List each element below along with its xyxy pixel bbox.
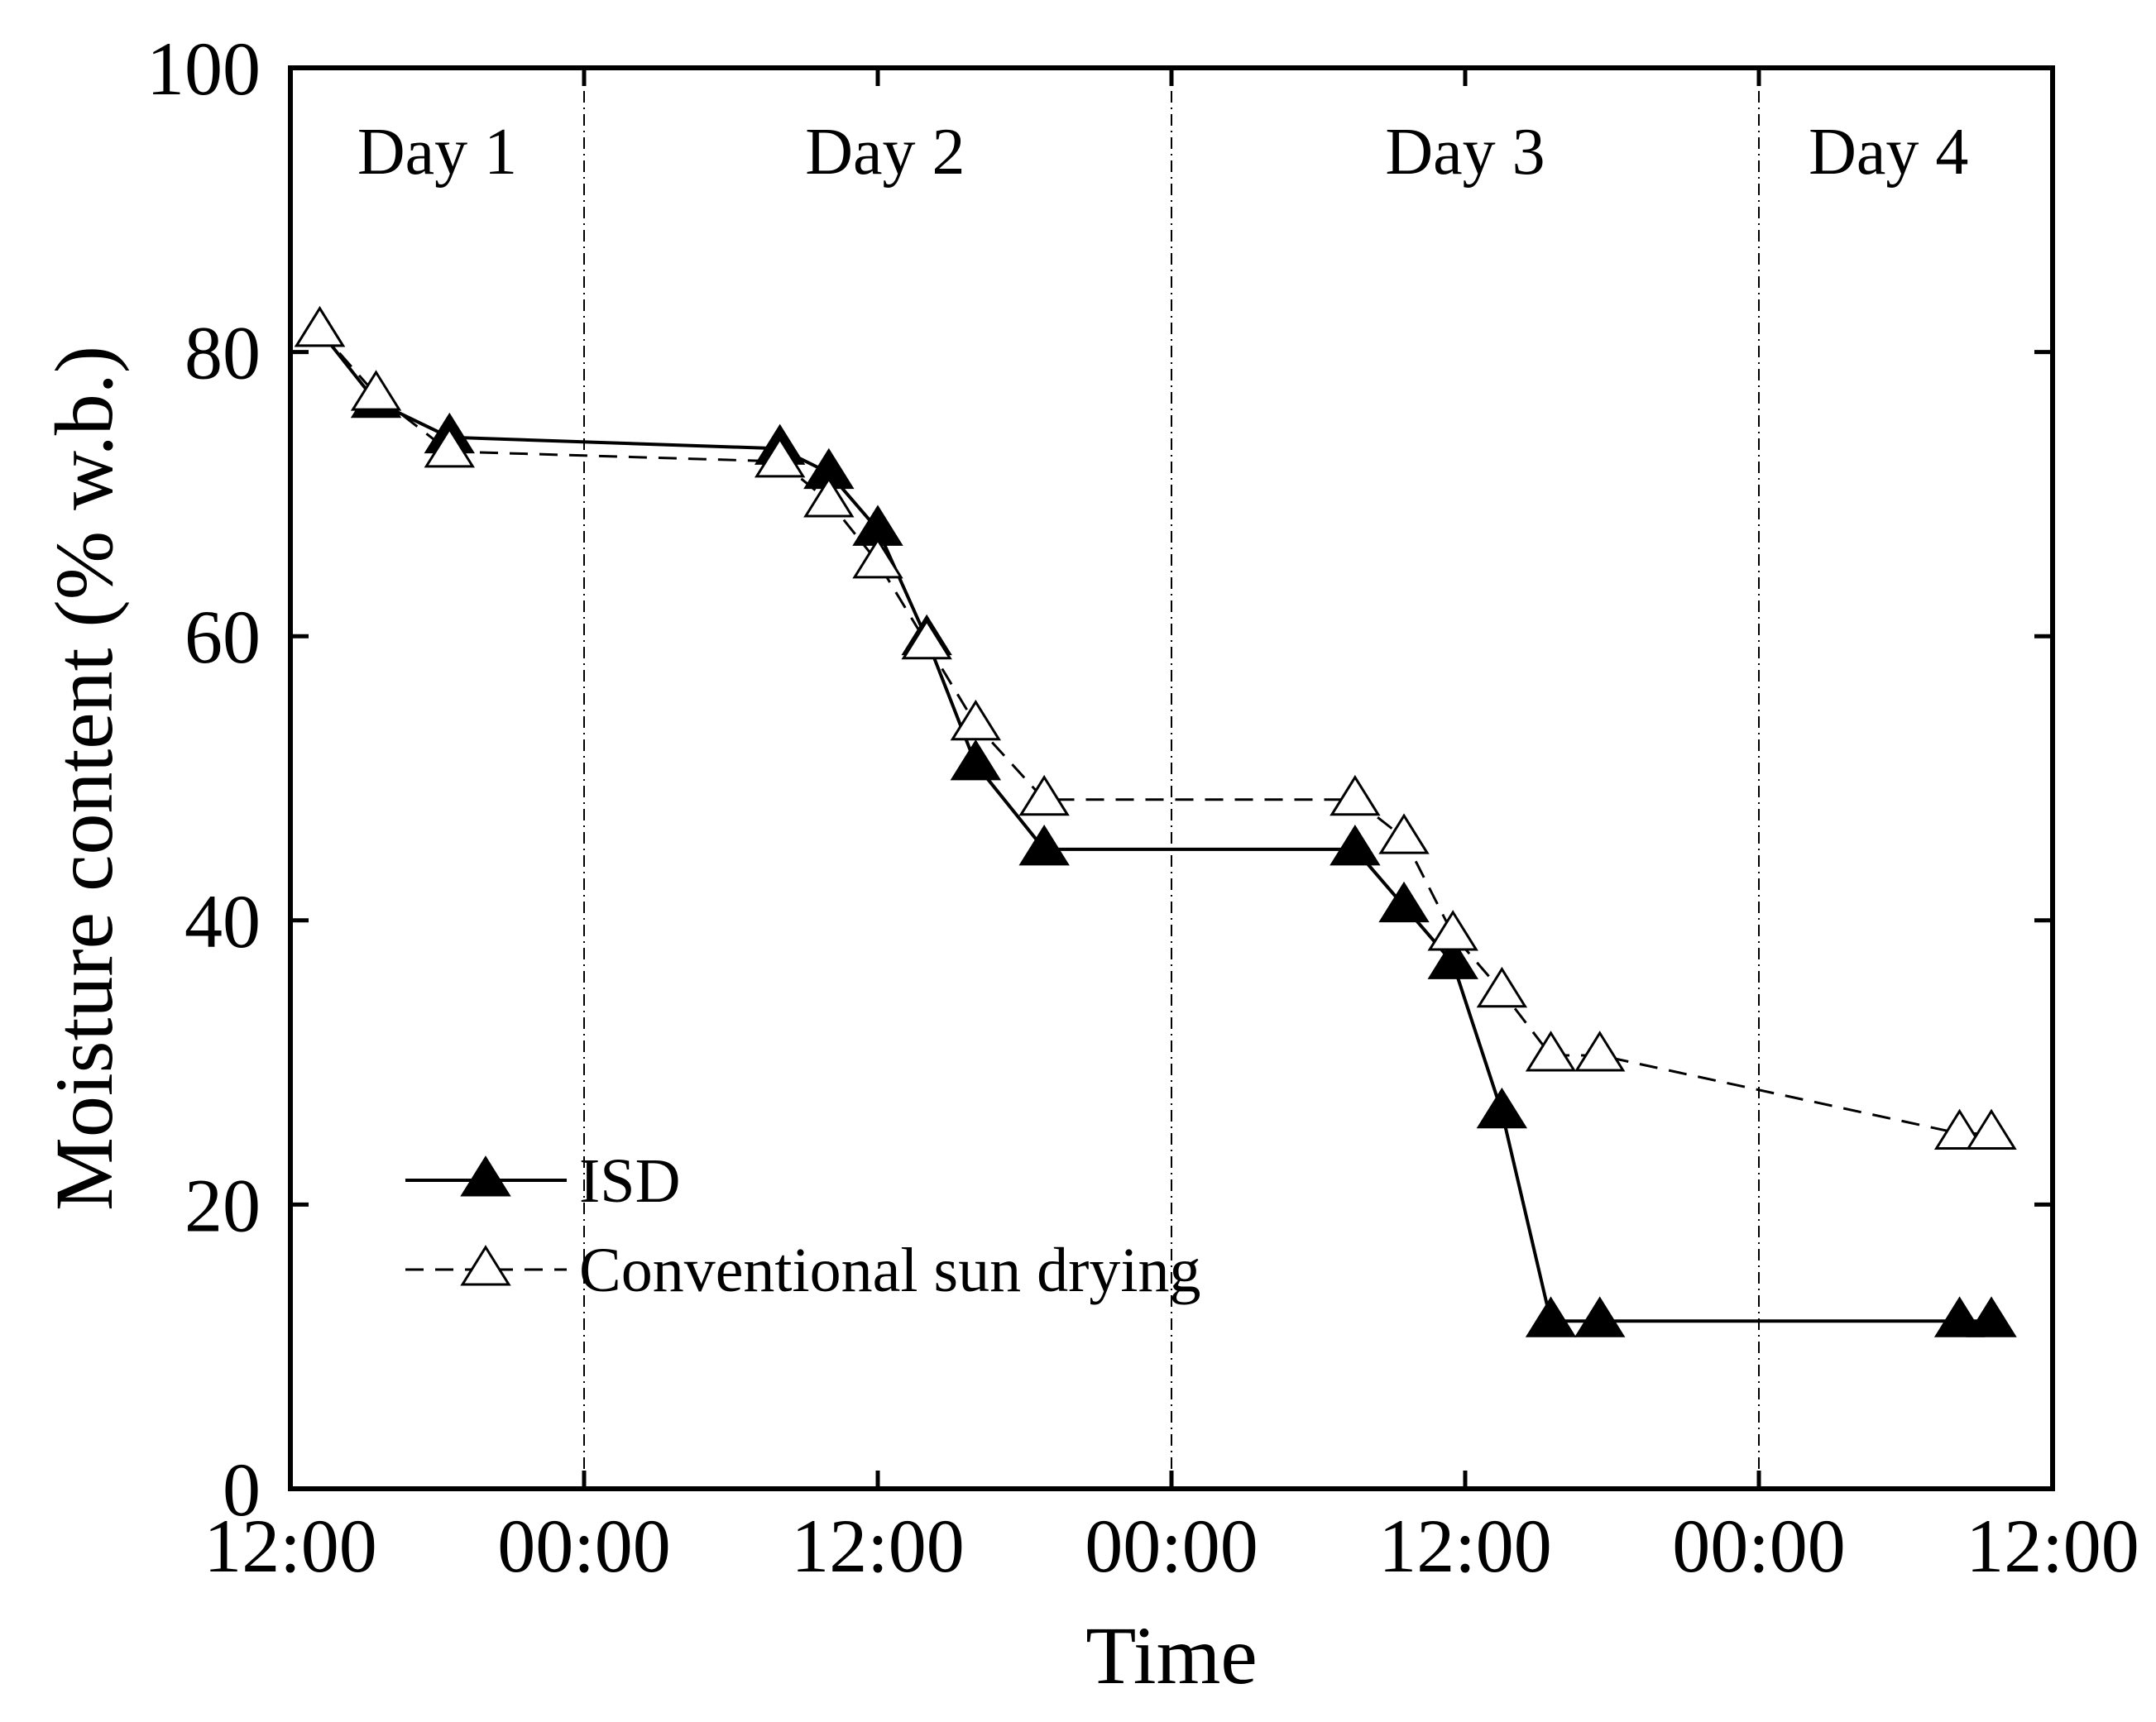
conventional-sun-drying-point-11 — [1427, 910, 1478, 951]
conventional-sun-drying-point-15 — [1933, 1108, 1986, 1150]
conventional-sun-drying-point-7 — [950, 699, 1002, 741]
conventional-sun-drying-point-14 — [1574, 1031, 1626, 1072]
legend-sun-drying-marker — [460, 1245, 511, 1286]
legend-isd-label: ISD — [579, 1146, 680, 1216]
isd-point-11 — [1427, 938, 1478, 979]
x-tick-label-2: 12:00 — [791, 1504, 965, 1588]
conventional-sun-drying-point-9 — [1330, 774, 1381, 816]
conventional-sun-drying-point-4 — [803, 476, 855, 518]
conventional-sun-drying-point-3 — [754, 437, 806, 478]
x-tick-label-3: 00:00 — [1085, 1504, 1258, 1588]
y-tick-label-5: 100 — [146, 26, 261, 111]
conventional-sun-drying-point-10 — [1378, 813, 1430, 854]
x-tick-label-0: 12:00 — [204, 1504, 377, 1588]
conventional-sun-drying-line — [319, 329, 1991, 1135]
isd-point-8 — [1018, 825, 1070, 866]
x-tick-label-4: 12:00 — [1378, 1504, 1552, 1588]
x-tick-label-6: 12:00 — [1966, 1504, 2139, 1588]
isd-point-15 — [1933, 1296, 1986, 1337]
series-lines — [318, 329, 1991, 1323]
legend-sun-drying-label: Conventional sun drying — [579, 1236, 1201, 1305]
conventional-sun-drying-point-12 — [1476, 966, 1528, 1008]
conventional-sun-drying-point-8 — [1018, 774, 1070, 816]
y-tick-label-3: 60 — [184, 595, 261, 679]
legend-isd-marker — [460, 1155, 511, 1197]
isd-point-10 — [1378, 881, 1430, 923]
x-tick-label-1: 00:00 — [497, 1504, 671, 1588]
legend: ISD Conventional sun drying — [405, 1146, 1201, 1305]
isd-point-7 — [950, 739, 1002, 781]
y-axis-title: Moisture content (% w.b.) — [38, 346, 130, 1211]
y-tick-label-4: 80 — [184, 311, 261, 395]
isd-line — [318, 329, 1991, 1323]
isd-point-14 — [1574, 1296, 1626, 1337]
conventional-sun-drying-point-1 — [350, 370, 402, 411]
conventional-sun-drying-point-5 — [852, 538, 903, 579]
day-label-1: Day 1 — [357, 116, 517, 189]
conventional-sun-drying-point-6 — [901, 618, 952, 660]
conventional-sun-drying-point-0 — [294, 305, 346, 347]
day-label-2: Day 2 — [805, 116, 965, 189]
isd-point-16 — [1966, 1296, 2017, 1337]
conventional-sun-drying-point-2 — [424, 427, 475, 468]
day-label-3: Day 3 — [1385, 116, 1545, 189]
day-separator-lines — [583, 68, 1760, 1489]
axis-tick-labels: 12:00 00:00 12:00 00:00 12:00 00:00 12:0002040… — [146, 26, 2139, 1588]
day-label-4: Day 4 — [1809, 116, 1968, 189]
isd-point-9 — [1330, 825, 1381, 866]
conventional-sun-drying-point-13 — [1525, 1031, 1577, 1072]
y-tick-label-0: 0 — [223, 1447, 261, 1532]
y-tick-label-2: 40 — [184, 879, 261, 964]
series-markers — [294, 305, 2017, 1337]
y-tick-label-1: 20 — [184, 1163, 261, 1247]
x-tick-label-5: 00:00 — [1672, 1504, 1846, 1588]
x-axis-title: Time — [1085, 1610, 1258, 1701]
axis-ticks — [288, 65, 2055, 1491]
isd-point-13 — [1525, 1296, 1577, 1337]
conventional-sun-drying-point-16 — [1966, 1108, 2017, 1150]
isd-point-12 — [1476, 1087, 1528, 1129]
day-labels: Day 1 Day 2 Day 3 Day 4 — [357, 116, 1969, 189]
